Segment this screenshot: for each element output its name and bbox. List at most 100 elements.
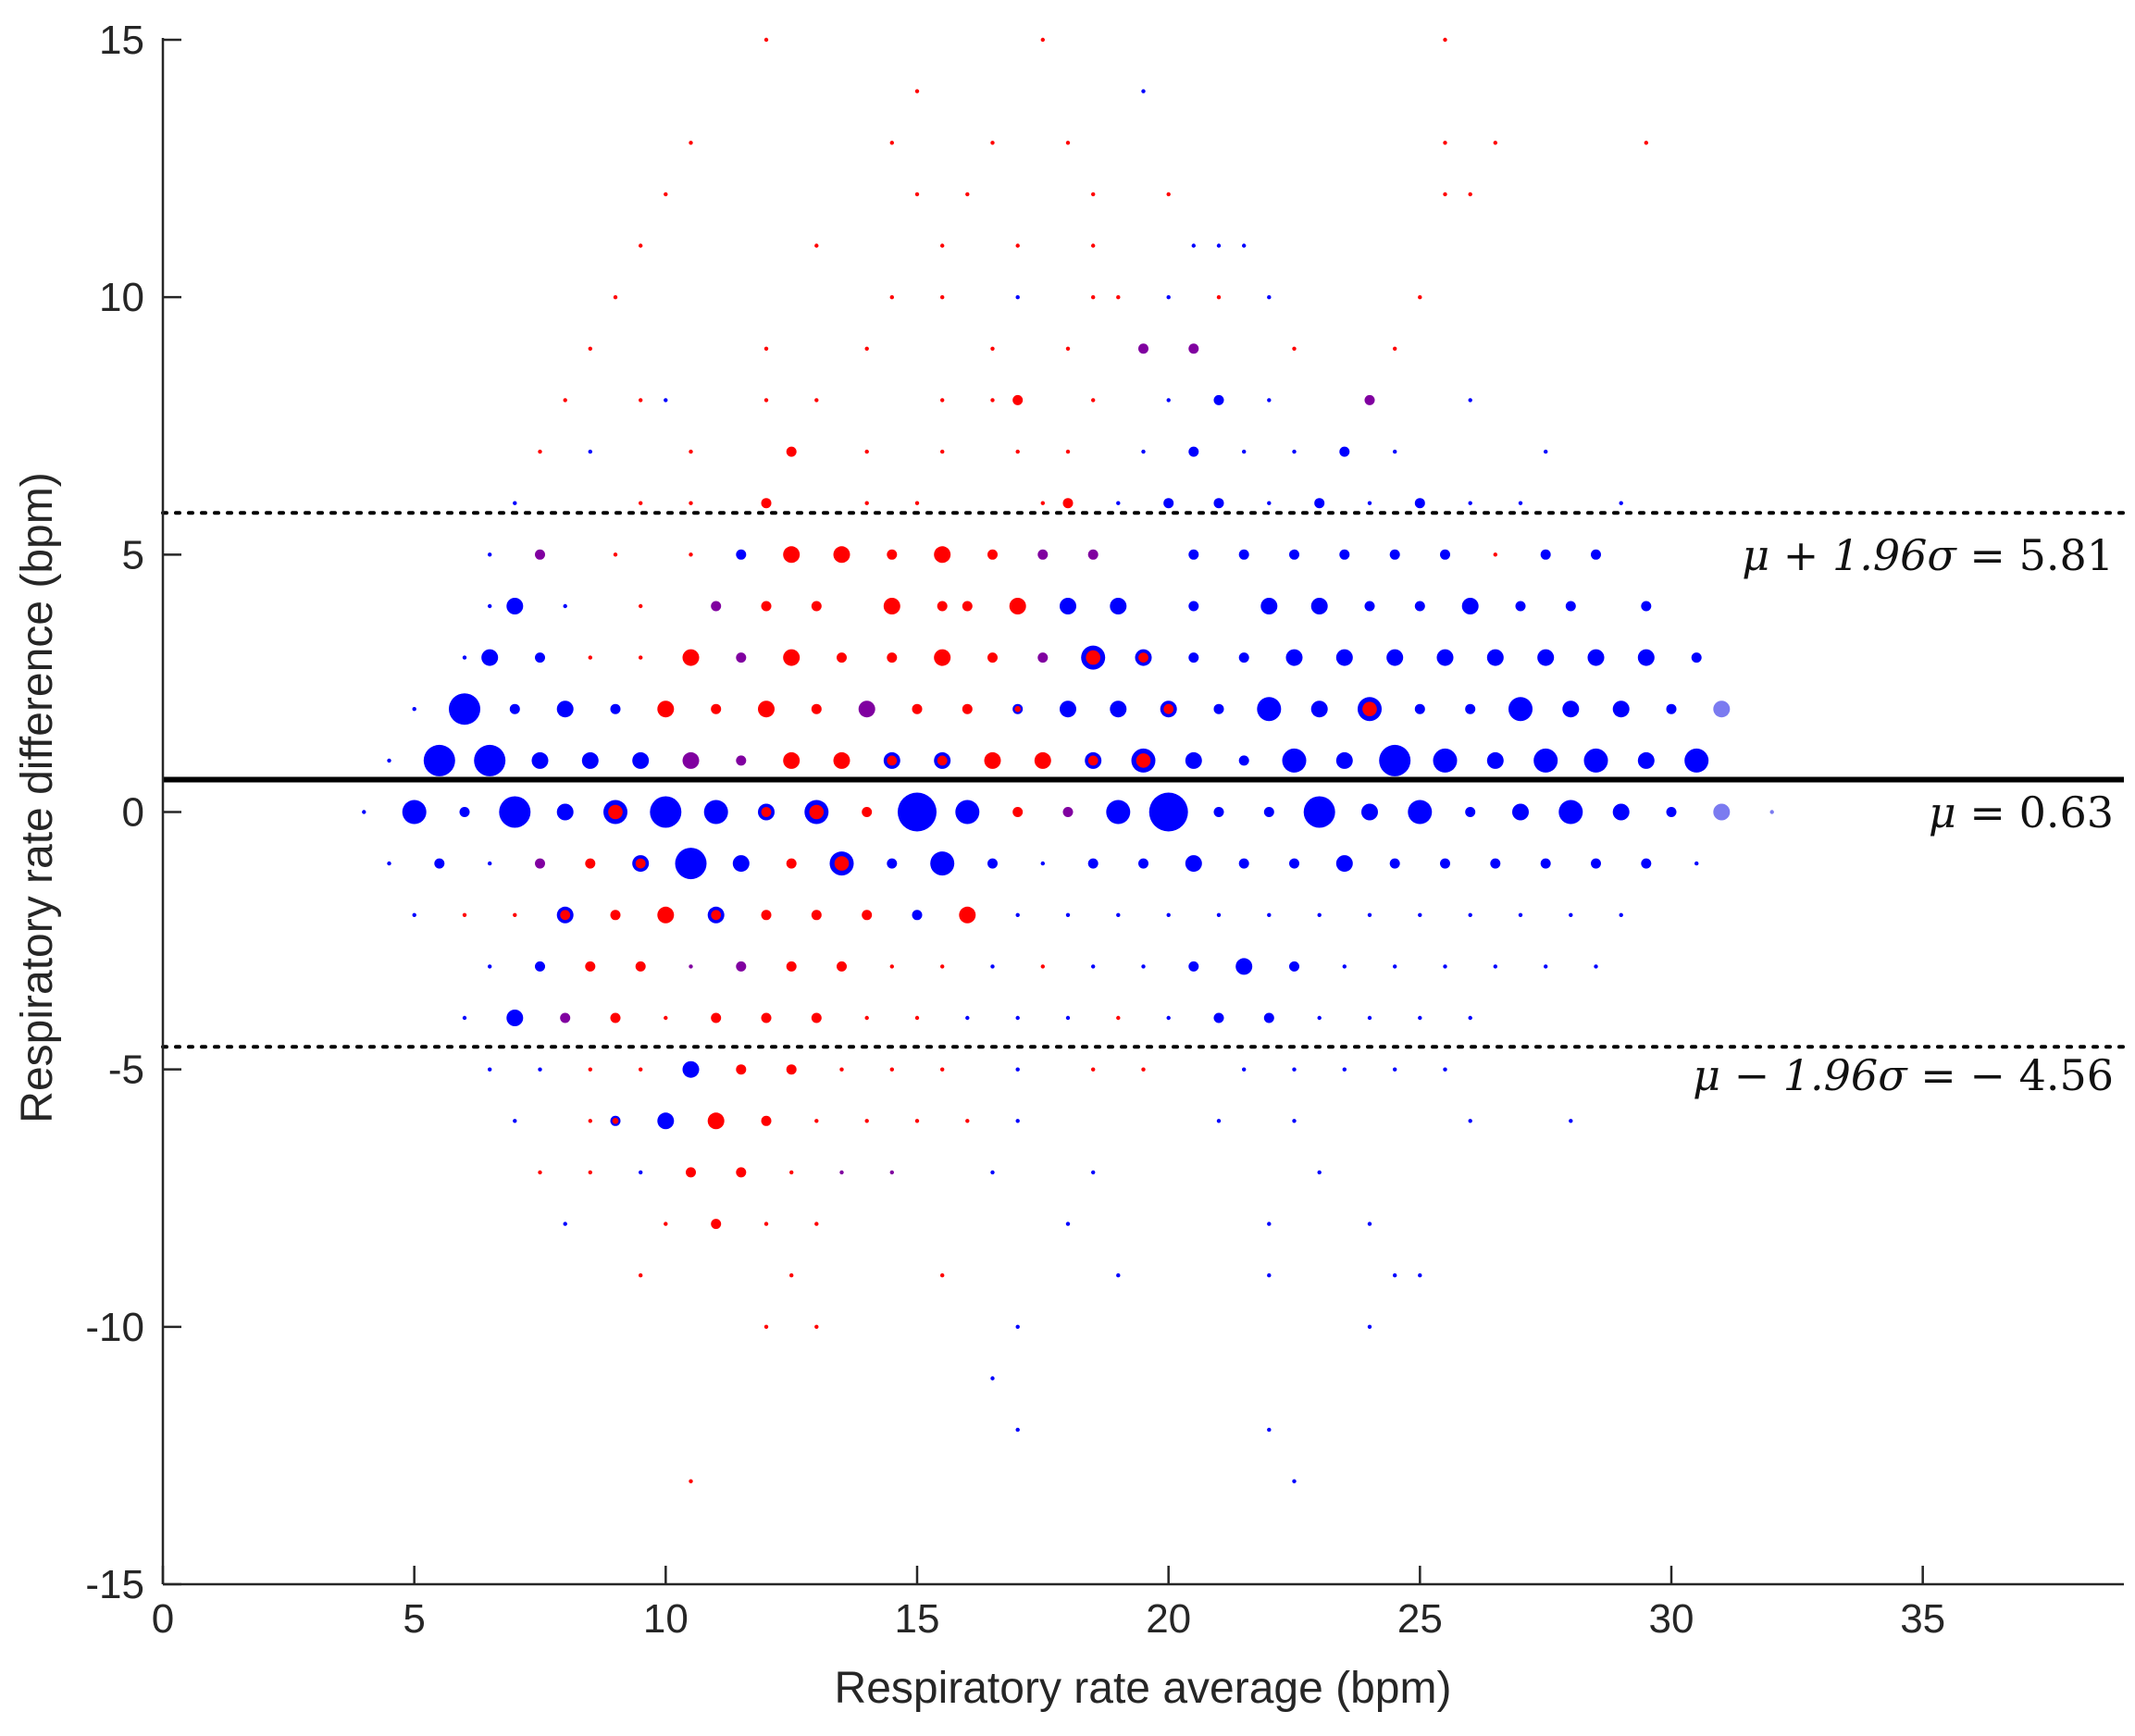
data-point — [736, 1064, 747, 1075]
data-point — [1116, 1273, 1121, 1278]
x-tick-label: 30 — [1649, 1596, 1694, 1642]
data-point — [1443, 192, 1447, 197]
data-point — [1141, 964, 1146, 969]
data-point — [736, 755, 747, 766]
data-point — [1303, 796, 1335, 828]
data-point — [736, 652, 747, 663]
data-point — [1367, 1015, 1372, 1021]
data-point — [1533, 748, 1558, 773]
data-point — [1569, 1119, 1573, 1123]
data-point — [488, 964, 492, 969]
x-tick-label: 25 — [1397, 1596, 1443, 1642]
data-point — [1087, 549, 1099, 560]
data-point — [1062, 498, 1074, 509]
mean-label: μ = 0.63 — [1929, 787, 2114, 837]
data-point — [1040, 964, 1046, 969]
data-point — [987, 549, 998, 560]
data-point — [1015, 1119, 1020, 1123]
data-point — [488, 603, 492, 609]
data-point — [657, 906, 675, 924]
data-point — [912, 703, 923, 714]
data-point — [1364, 601, 1375, 612]
data-point — [1493, 141, 1498, 145]
data-point — [1185, 855, 1202, 873]
data-point — [711, 1012, 722, 1023]
x-tick-label: 5 — [403, 1596, 425, 1642]
data-point — [940, 1067, 945, 1072]
data-point — [1213, 498, 1224, 509]
data-point — [588, 346, 592, 351]
data-point — [862, 807, 873, 817]
data-point — [761, 1115, 772, 1126]
data-point — [563, 603, 567, 609]
data-point — [1310, 598, 1328, 614]
data-point — [513, 1119, 517, 1123]
data-point — [1465, 703, 1476, 714]
data-point — [703, 800, 728, 825]
data-point — [1694, 861, 1699, 866]
data-point — [1386, 649, 1404, 666]
data-point-overlap — [608, 804, 623, 820]
data-point — [1364, 394, 1375, 405]
data-point-overlap — [1087, 755, 1099, 766]
data-point — [1015, 1427, 1020, 1432]
data-point — [1393, 449, 1397, 454]
data-point — [833, 546, 850, 564]
data-point — [1443, 964, 1447, 969]
data-point — [711, 703, 722, 714]
data-point — [1379, 744, 1411, 776]
data-point — [887, 652, 898, 663]
data-point — [1518, 501, 1523, 505]
data-point — [1436, 649, 1454, 666]
data-point — [940, 1273, 945, 1278]
data-point — [1468, 912, 1472, 917]
data-point — [1292, 1119, 1297, 1123]
data-point — [1188, 343, 1199, 354]
data-point — [488, 552, 492, 557]
data-point — [1317, 1170, 1322, 1175]
data-point — [930, 851, 955, 876]
data-point — [1339, 446, 1350, 457]
data-point-overlap — [1014, 705, 1021, 713]
data-point-overlap — [1136, 753, 1151, 768]
data-point — [538, 449, 542, 454]
data-point — [1141, 89, 1146, 93]
data-point — [1065, 449, 1071, 454]
data-point — [1267, 912, 1272, 917]
data-point — [588, 655, 592, 660]
data-point — [786, 446, 797, 457]
data-point-overlap — [761, 807, 772, 817]
data-point — [1468, 1119, 1472, 1123]
data-point-overlap — [560, 910, 571, 921]
data-point — [1443, 1067, 1447, 1072]
data-point — [610, 910, 621, 921]
data-point — [1684, 748, 1709, 773]
data-point — [1314, 498, 1325, 509]
data-point — [914, 1015, 920, 1021]
data-point — [1317, 1015, 1322, 1021]
data-point — [1393, 964, 1397, 969]
data-point — [362, 810, 366, 814]
data-point — [1317, 912, 1322, 917]
data-point — [1040, 501, 1046, 505]
data-point — [990, 964, 995, 969]
data-point-overlap — [809, 804, 825, 820]
data-point — [1490, 858, 1501, 869]
data-point — [864, 346, 869, 351]
data-point — [1009, 598, 1026, 614]
data-point — [914, 1119, 920, 1123]
data-point — [387, 758, 391, 763]
data-point — [763, 346, 769, 351]
data-point — [462, 912, 467, 917]
data-point — [763, 37, 769, 43]
data-point — [613, 552, 618, 557]
data-point — [1289, 858, 1299, 869]
data-point — [1666, 807, 1677, 817]
data-point — [1188, 549, 1199, 560]
data-point — [563, 1221, 567, 1226]
data-point — [1433, 748, 1458, 773]
data-point — [1468, 501, 1472, 505]
data-point — [682, 1060, 700, 1078]
data-point — [987, 858, 998, 869]
data-point — [1335, 751, 1353, 769]
